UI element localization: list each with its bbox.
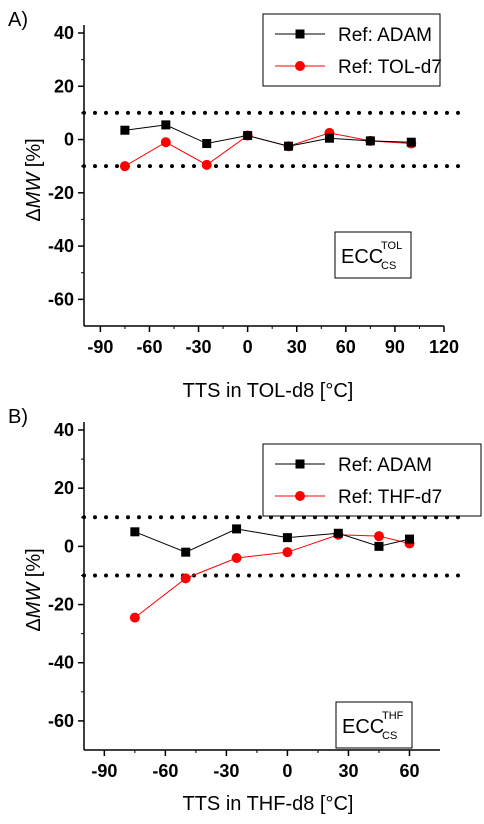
chart-panel-b: B) 40 20 0 -20 -40 -60 -90 -60 -30 0 30 60 TTS in THF… [8,406,482,815]
legend-marker-square [295,29,305,39]
legend-label: Ref: THF-d7 [338,487,442,508]
y-axis-label-unit: [%] [23,548,45,582]
y-axis-label-unit: [%] [23,138,45,172]
data-point-ref [282,547,293,558]
x-tick-label: 0 [282,761,292,781]
panel-label: B) [8,406,28,428]
data-point-adam [130,527,140,537]
y-tick-label: -20 [48,183,74,203]
y-axis-label-delta: Δ [23,208,45,221]
y-tick-label: 40 [54,23,74,43]
legend-marker-square [295,459,305,469]
y-tick-label: -40 [48,236,74,256]
y-tick-label: 0 [64,536,74,556]
data-point-ref [231,553,242,563]
data-point-ref [373,531,384,542]
x-tick-label: -60 [136,337,162,357]
x-tick-label: 90 [385,337,405,357]
legend-marker-circle [295,61,305,71]
annotation-ecc: ECC [341,246,383,268]
data-point-adam [202,139,212,149]
y-axis-label-var: MW [23,581,45,619]
x-tick-label: 30 [287,337,307,357]
legend-box [262,443,482,517]
data-point-adam [324,133,334,143]
y-tick-label: 20 [54,478,74,498]
data-point-ref [160,137,171,148]
x-tick-label: 120 [429,337,459,357]
y-axis-label-var: MW [23,171,45,209]
panel-label: A) [8,9,28,31]
data-point-adam [120,125,130,135]
y-tick-label: -20 [48,595,74,615]
data-point-adam [284,141,294,151]
x-tick-label: 0 [243,337,253,357]
legend-label: Ref: TOL-d7 [338,57,442,78]
data-point-adam [406,137,416,147]
x-tick-label: 60 [336,337,356,357]
annotation-box [334,231,412,279]
x-tick-label: -30 [186,337,212,357]
data-point-adam [333,528,343,538]
data-point-adam [232,524,242,534]
annotation-ecc: ECC [342,716,384,738]
y-tick-label: 40 [54,420,74,440]
data-point-adam [404,534,414,544]
x-tick-label: -30 [213,761,239,781]
y-tick-label: -40 [48,653,74,673]
annotation-box [335,701,413,749]
annotation-superscript: TOL [381,240,402,252]
data-point-adam [282,533,292,543]
x-axis-label: TTS in THF-d8 [°C] [183,793,354,815]
legend-label: Ref: ADAM [338,25,432,46]
legend-label: Ref: ADAM [338,455,432,476]
series-line-0 [134,528,410,553]
data-point-adam [181,547,191,557]
data-point-ref [180,573,191,584]
series-line-0 [124,124,412,147]
annotation-subscript: CS [382,730,397,742]
y-tick-label: -60 [48,711,74,731]
legend-box [262,13,441,87]
data-point-ref [119,161,130,172]
y-tick-label: -60 [48,289,74,309]
x-axis-label: TTS in TOL-d8 [°C] [183,380,354,402]
x-tick-label: -90 [91,761,117,781]
x-tick-label: -90 [87,337,113,357]
data-point-adam [161,120,171,130]
annotation-superscript: THF [382,710,404,722]
legend-marker-circle [295,491,305,501]
x-tick-label: 60 [399,761,419,781]
y-axis-label-delta: Δ [23,618,45,631]
y-tick-label: 20 [54,76,74,96]
data-point-ref [201,159,212,170]
data-point-adam [374,541,384,551]
y-axis-label: ΔMW [%] [23,548,45,631]
x-tick-label: -60 [152,761,178,781]
chart-panel-a: A) 40 20 0 -20 -40 -60 -90 -60 -30 0 30 60 90 120 TTS i… [8,9,466,402]
x-tick-label: 30 [338,761,358,781]
data-point-adam [243,131,253,141]
y-tick-label: 0 [64,130,74,150]
data-point-adam [365,136,375,146]
y-axis-label: ΔMW [%] [23,138,45,221]
data-point-ref [129,612,140,623]
annotation-subscript: CS [381,260,396,272]
